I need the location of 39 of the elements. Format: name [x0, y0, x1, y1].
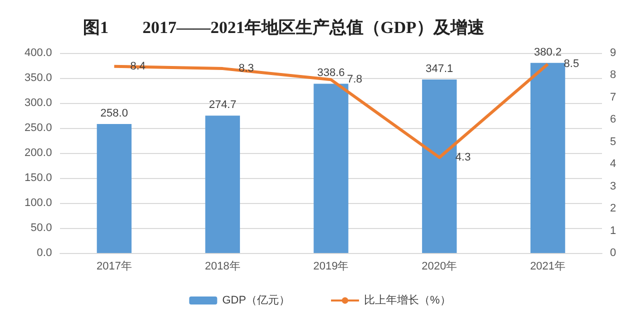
y2-tick-label: 8	[610, 69, 616, 82]
data-label: 338.6	[317, 67, 345, 80]
y-tick-label: 150.0	[24, 172, 52, 184]
y-tick-label: 0.0	[36, 247, 52, 259]
x-tick-label: 2019年	[313, 260, 349, 272]
x-tick-label: 2018年	[204, 260, 240, 272]
y2-tick-label: 9	[610, 47, 616, 59]
bar	[530, 62, 566, 253]
y-tick-label: 250.0	[24, 122, 52, 134]
y2-tick-label: 0	[610, 247, 616, 259]
legend-label: 比上年增长（%）	[364, 294, 451, 306]
x-tick-label: 2020年	[422, 260, 458, 272]
data-label: 8.5	[564, 58, 580, 70]
y2-tick-label: 4	[610, 158, 616, 170]
y-tick-label: 400.0	[24, 47, 52, 59]
data-label: 7.8	[347, 74, 362, 86]
x-tick-label: 2021年	[530, 260, 566, 272]
legend-label: GDP（亿元）	[222, 294, 290, 306]
data-label: 258.0	[100, 108, 128, 120]
y-tick-label: 350.0	[24, 72, 52, 84]
y2-tick-label: 5	[610, 136, 616, 148]
y2-tick-label: 6	[610, 114, 616, 126]
y2-tick-label: 1	[610, 224, 616, 237]
bar	[422, 79, 457, 253]
data-label: 380.2	[534, 46, 562, 58]
chart-title: 图1 2017——2021年地区生产总值（GDP）及增速	[83, 18, 484, 37]
data-label: 274.7	[208, 99, 236, 112]
y-tick-label: 300.0	[24, 97, 52, 109]
data-label: 347.1	[426, 62, 454, 75]
bar	[96, 124, 132, 253]
bar	[314, 84, 348, 253]
y2-tick-label: 3	[610, 180, 616, 192]
y2-tick-label: 7	[610, 91, 616, 104]
y-tick-label: 50.0	[30, 222, 52, 234]
bar	[205, 116, 240, 253]
y-tick-label: 100.0	[24, 197, 52, 209]
y-tick-label: 200.0	[24, 147, 52, 159]
y2-tick-label: 2	[610, 202, 616, 215]
x-tick-label: 2017年	[96, 260, 132, 272]
